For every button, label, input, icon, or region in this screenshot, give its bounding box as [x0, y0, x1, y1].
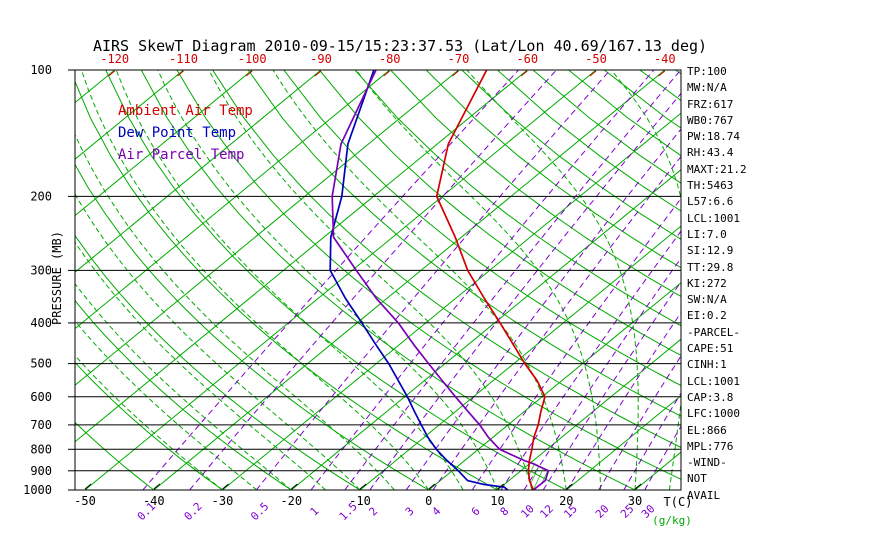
- legend: Ambient Air Temp Dew Point Temp Air Parc…: [118, 100, 253, 166]
- bottom-temp-label: -20: [280, 494, 302, 508]
- top-temp-label: -100: [238, 52, 267, 66]
- pressure-tick-label: 400: [30, 316, 52, 330]
- top-temp-label: -60: [516, 52, 538, 66]
- mixing-ratio-label: 0.2: [182, 500, 205, 523]
- mixing-ratio-label: 0.5: [248, 500, 271, 523]
- bottom-temp-label: 20: [559, 494, 573, 508]
- pressure-tick-label: 900: [30, 464, 52, 478]
- pressure-tick-label: 500: [30, 357, 52, 371]
- bottom-temp-label: 30: [628, 494, 642, 508]
- top-temp-label: -50: [585, 52, 607, 66]
- dry-adiabats: [75, 70, 681, 490]
- pressure-tick-label: 200: [30, 189, 52, 203]
- chart-title: AIRS SkewT Diagram 2010-09-15/15:23:37.5…: [92, 37, 708, 55]
- top-temp-label: -70: [448, 52, 470, 66]
- mixing-ratio-label: 10: [518, 502, 537, 521]
- profile-air-parcel-temp: [331, 70, 550, 490]
- cape-area-hatch: [528, 463, 548, 490]
- bottom-temp-label: -30: [212, 494, 234, 508]
- top-temp-label: -90: [310, 52, 332, 66]
- mixing-ratio-label: 4: [430, 504, 444, 518]
- legend-dew-point-temp: Dew Point Temp: [118, 125, 237, 141]
- mixing-ratio-label: 20: [593, 502, 612, 521]
- mixing-ratio-label: 3: [403, 505, 417, 519]
- plot-border: [74, 69, 682, 491]
- bottom-temp-label: -10: [349, 494, 371, 508]
- legend-ambient-air-temp: Ambient Air Temp: [118, 103, 253, 119]
- pressure-tick-label: 300: [30, 263, 52, 277]
- background-lines: [75, 70, 681, 490]
- temp-unit-label: T(C): [664, 495, 693, 509]
- moist-adiabats: [75, 70, 681, 490]
- mixing-ratio-lines: [142, 70, 681, 490]
- top-temp-label: -120: [100, 52, 129, 66]
- mixing-unit-label: (g/kg): [652, 514, 692, 527]
- pressure-tick-label: 1000: [23, 483, 52, 497]
- pressure-tick-label: 100: [30, 63, 52, 77]
- bottom-temp-label: -50: [74, 494, 96, 508]
- stats-panel: TP:100 MW:N/A FRZ:617 WB0:767 PW:18.74 R…: [687, 65, 747, 502]
- top-temp-label: -110: [169, 52, 198, 66]
- bottom-temp-label: -40: [143, 494, 165, 508]
- top-temp-label: -80: [379, 52, 401, 66]
- pressure-axis-title: PRESSURE (MB): [50, 231, 64, 325]
- profile-dew-point-temp: [329, 70, 509, 490]
- pressure-tick-label: 800: [30, 442, 52, 456]
- profile-ambient-air-temp: [435, 70, 546, 490]
- profiles: [329, 70, 550, 490]
- top-temp-label: -40: [654, 52, 676, 66]
- mixing-ratio-label: 6: [469, 505, 483, 519]
- bottom-temp-label: 0: [425, 494, 432, 508]
- mixing-ratio-label: 2: [366, 505, 380, 519]
- pressure-tick-label: 700: [30, 418, 52, 432]
- pressure-tick-label: 600: [30, 390, 52, 404]
- bottom-temp-label: 10: [490, 494, 504, 508]
- mixing-ratio-label: 1: [308, 505, 322, 519]
- mixing-ratio-label: 12: [537, 502, 556, 521]
- legend-air-parcel-temp: Air Parcel Temp: [118, 147, 245, 163]
